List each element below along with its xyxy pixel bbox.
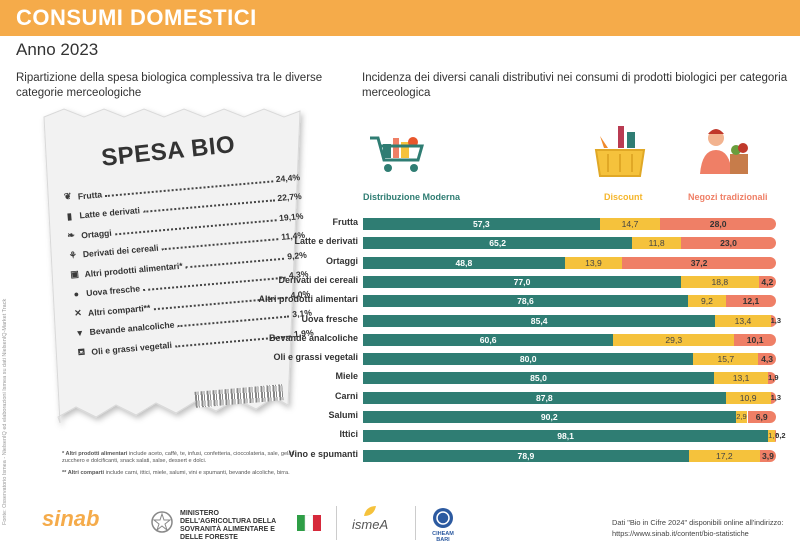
shopping-cart-icon <box>370 136 424 172</box>
footer-note-link[interactable]: https://www.sinab.it/content/bio-statist… <box>612 529 749 538</box>
seg-distribuzione-moderna: 77,0 <box>363 275 681 288</box>
seg-negozi-tradizionali: 6,9 <box>747 411 776 423</box>
seg-discount: 17,2 <box>688 449 760 462</box>
category-label: Salumi <box>328 410 358 420</box>
receipt: SPESA BIO ❦ Frutta 24,4% ▮ Latte e derivati… <box>30 105 314 443</box>
discount-basket-icon <box>594 126 646 177</box>
ismea-logo: ismeA <box>352 517 389 532</box>
ciheam-logo: CIHEAM BARI <box>432 531 454 543</box>
seg-negozi-tradizionali: 3,9 <box>759 449 776 462</box>
category-label: Latte e derivati <box>294 236 358 247</box>
seg-distribuzione-moderna: 78,9 <box>363 449 689 462</box>
seg-negozi-tradizionali: 28,0 <box>660 218 776 230</box>
cup-icon: ▾ <box>76 327 83 338</box>
category-label: Altri prodotti alimentari <box>258 294 358 305</box>
seg-negozi-tradizionali: 1,3 <box>770 314 782 327</box>
seg-negozi-tradizionali: 23,0 <box>681 237 776 250</box>
seg-discount: 13,4 <box>715 314 771 327</box>
seg-negozi-tradizionali: 1,9 <box>768 372 779 385</box>
vegetables-icon: ❧ <box>66 230 76 241</box>
oil-icon: ⛾ <box>77 346 86 357</box>
seg-distribuzione-moderna: 80,0 <box>363 353 694 366</box>
seg-negozi-tradizionali: 0,2 <box>775 430 786 443</box>
legend-negozi-tradizionali: Negozi tradizionali <box>688 192 768 202</box>
category-label: Ittici <box>339 429 358 440</box>
seg-discount: 10,9 <box>725 391 771 404</box>
wheat-icon: ⚘ <box>68 249 78 261</box>
receipt-paper <box>43 108 301 424</box>
seg-discount: 2,9 <box>735 411 748 423</box>
seg-distribuzione-moderna: 90,2 <box>363 411 736 423</box>
right-section-heading: Incidenza dei diversi canali distributiv… <box>362 72 788 99</box>
seg-distribuzione-moderna: 87,8 <box>363 391 726 404</box>
source-note: Fonte: Osservatorio Ismea - NielsenIQ ed… <box>2 298 8 525</box>
seg-negozi-tradizionali: 1,3 <box>770 391 782 404</box>
ciheam-logo-icon <box>433 508 453 528</box>
legend-distribuzione-moderna: Distribuzione Moderna <box>363 192 461 202</box>
seg-discount: 9,2 <box>687 295 726 308</box>
legend-discount: Discount <box>604 192 643 202</box>
jar-icon: ▣ <box>69 268 80 280</box>
page-title: CONSUMI DOMESTICI <box>16 5 257 30</box>
footnote-1: * Altri prodotti alimentari include acet… <box>62 451 296 465</box>
seg-distribuzione-moderna: 60,6 <box>363 333 614 346</box>
ministry-label: MINISTERO DELL'AGRICOLTURA DELLA SOVRANI… <box>180 510 276 541</box>
footer-note: Dati "Bio in Cifre 2024" disponibili onl… <box>612 517 783 539</box>
seg-discount: 13,9 <box>564 256 623 269</box>
footnotes: * Altri prodotti alimentari include acet… <box>62 451 302 481</box>
cutlery-icon: ✕ <box>73 307 83 319</box>
seg-distribuzione-moderna: 48,8 <box>363 256 565 269</box>
ismea-leaf-icon <box>364 506 376 516</box>
seg-distribuzione-moderna: 65,2 <box>363 237 633 250</box>
seg-discount: 13,1 <box>714 372 769 385</box>
milk-icon: ▮ <box>66 210 73 222</box>
fruit-icon: ❦ <box>63 191 72 202</box>
category-label: Miele <box>335 371 358 382</box>
seg-distribuzione-moderna: 57,3 <box>363 218 600 230</box>
seg-distribuzione-moderna: 98,1 <box>363 430 769 443</box>
category-label: Derivati dei cereali <box>278 274 358 285</box>
seg-discount: 1,7 <box>768 430 779 443</box>
category-label: Ortaggi <box>325 255 358 266</box>
emblem-icon <box>151 511 173 533</box>
header-band <box>0 0 800 36</box>
category-label: Bevande analcoliche <box>268 332 358 343</box>
seg-distribuzione-moderna: 85,0 <box>363 372 715 385</box>
seg-distribuzione-moderna: 78,6 <box>363 295 688 308</box>
year-subtitle: Anno 2023 <box>16 40 99 59</box>
left-section-heading: Ripartizione della spesa biologica compl… <box>16 72 323 99</box>
category-label: Uova fresche <box>301 313 358 324</box>
seg-negozi-tradizionali: 4,2 <box>758 275 776 288</box>
category-label: Vino e spumanti <box>288 448 358 459</box>
seg-discount: 18,8 <box>681 275 759 288</box>
seg-discount: 14,7 <box>599 218 661 230</box>
seg-negozi-tradizionali: 12,1 <box>725 295 776 308</box>
seg-negozi-tradizionali: 4,3 <box>758 353 776 366</box>
category-label: Oli e grassi vegetali <box>273 352 358 363</box>
footer-note-line1: Dati "Bio in Cifre 2024" disponibili onl… <box>612 518 784 527</box>
seg-negozi-tradizionali: 10,1 <box>734 333 776 346</box>
category-label: Frutta <box>332 217 359 227</box>
sinab-logo: sinab <box>42 506 100 531</box>
egg-icon: ● <box>73 289 80 300</box>
seg-negozi-tradizionali: 37,2 <box>622 256 776 269</box>
seg-discount: 15,7 <box>693 353 759 366</box>
shopkeeper-icon <box>700 129 748 174</box>
footnote-2: ** Altri comparti include carni, ittici,… <box>62 469 290 476</box>
seg-discount: 29,3 <box>613 333 735 346</box>
seg-distribuzione-moderna: 85,4 <box>363 314 716 327</box>
category-label: Carni <box>334 390 358 401</box>
italian-flag-icon <box>297 515 321 531</box>
seg-discount: 11,8 <box>632 237 681 250</box>
